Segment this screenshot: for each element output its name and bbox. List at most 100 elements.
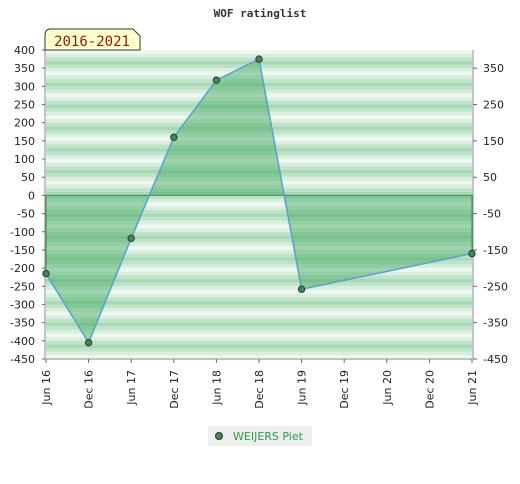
background-band: [46, 180, 472, 185]
background-band: [46, 242, 472, 247]
x-tick-label: Jun 20: [381, 370, 394, 406]
y-right-tick-label: 250: [483, 99, 504, 112]
y-right-tick-label: 50: [483, 171, 497, 184]
background-band: [46, 195, 472, 200]
period-badge-label: 2016-2021: [54, 34, 130, 50]
background-band: [46, 108, 472, 112]
data-point: [468, 249, 476, 258]
background-band: [46, 97, 472, 101]
background-band: [46, 104, 472, 109]
background-band: [46, 115, 472, 120]
y-left-tick-label: 100: [14, 153, 35, 166]
background-band: [46, 289, 472, 294]
background-band: [46, 68, 472, 72]
y-left-tick-label: -200: [10, 262, 35, 275]
background-band: [46, 126, 472, 130]
series-line: [45, 57, 473, 345]
legend-marker: [215, 432, 223, 440]
y-left-tick-label: 300: [14, 80, 35, 93]
y-left-tick-label: 50: [21, 171, 35, 184]
background-band: [46, 148, 472, 152]
y-right-tick-label: 350: [483, 62, 504, 75]
background-band: [46, 184, 472, 189]
background-bands: [46, 50, 472, 359]
background-band: [46, 86, 472, 90]
background-band: [46, 82, 472, 87]
y-left-tick-label: -450: [10, 353, 35, 366]
background-band: [46, 50, 472, 54]
x-tick-label: Dec 20: [423, 370, 436, 409]
background-band: [46, 311, 472, 316]
x-tick-label: Jun 21: [466, 370, 479, 406]
background-band: [46, 260, 472, 265]
background-band: [46, 264, 472, 269]
background-band: [46, 268, 472, 272]
y-left-tick-label: 200: [14, 117, 35, 130]
background-band: [46, 122, 472, 127]
background-band: [46, 228, 472, 232]
background-band: [46, 308, 472, 312]
background-band: [46, 279, 472, 283]
y-right-tick-label: -450: [483, 353, 508, 366]
background-band: [46, 177, 472, 181]
y-left-tick-label: -300: [10, 298, 35, 311]
background-band: [46, 293, 472, 298]
data-point: [84, 338, 93, 347]
y-right-tick-label: 150: [483, 135, 504, 148]
x-tick-label: Jun 16: [40, 370, 53, 406]
y-left-tick-label: 250: [14, 99, 35, 112]
data-point: [170, 133, 178, 141]
background-band: [46, 246, 472, 250]
background-band: [46, 209, 472, 214]
x-tick-label: Jun 18: [210, 370, 223, 406]
data-point: [212, 76, 221, 84]
background-band: [46, 235, 472, 240]
period-badge-box: [44, 28, 141, 51]
background-band: [46, 71, 472, 76]
y-right-tick-label: -150: [483, 244, 508, 257]
background-band: [46, 137, 472, 141]
background-band: [46, 202, 472, 207]
background-band: [46, 322, 472, 327]
background-band: [46, 213, 472, 218]
background-band: [46, 188, 472, 192]
background-band: [46, 333, 472, 338]
axes: -450 -400 -350 -300 -250 -200 -150 -100 -50 0 50 10…: [10, 44, 508, 409]
background-band: [46, 166, 472, 170]
y-left-tick-label: 150: [14, 135, 35, 148]
background-band: [46, 253, 472, 258]
period-badge: 2016-2021: [44, 28, 141, 51]
x-tick-label: Dec 16: [83, 370, 96, 409]
background-band: [46, 326, 472, 330]
background-band: [46, 329, 472, 334]
background-band: [46, 286, 472, 290]
y-left-tick-label: -150: [10, 244, 35, 257]
y-right-tick-label: -250: [483, 280, 508, 293]
background-band: [46, 133, 472, 138]
y-left-tick-label: -250: [10, 280, 35, 293]
data-point: [42, 269, 50, 278]
background-band: [46, 151, 472, 156]
background-band: [46, 319, 472, 323]
y-right-tick-label: -50: [483, 208, 501, 221]
background-band: [46, 231, 472, 236]
background-band: [46, 169, 472, 174]
background-band: [46, 111, 472, 116]
x-tick-label: Jun 19: [296, 370, 309, 406]
y-left-tick-label: 350: [14, 62, 35, 75]
background-band: [46, 199, 472, 203]
background-band: [46, 351, 472, 356]
y-left-tick-label: -50: [17, 208, 35, 221]
y-left-tick-label: -350: [10, 317, 35, 330]
legend-label: WEIJERS Piet: [233, 430, 304, 443]
background-band: [46, 162, 472, 167]
background-band: [46, 206, 472, 210]
background-band: [46, 89, 472, 94]
background-band: [46, 340, 472, 345]
data-point: [255, 55, 263, 63]
data-point: [297, 285, 306, 293]
legend[interactable]: WEIJERS Piet: [208, 426, 312, 446]
background-band: [46, 249, 472, 254]
background-band: [46, 271, 472, 276]
background-band: [46, 224, 472, 229]
